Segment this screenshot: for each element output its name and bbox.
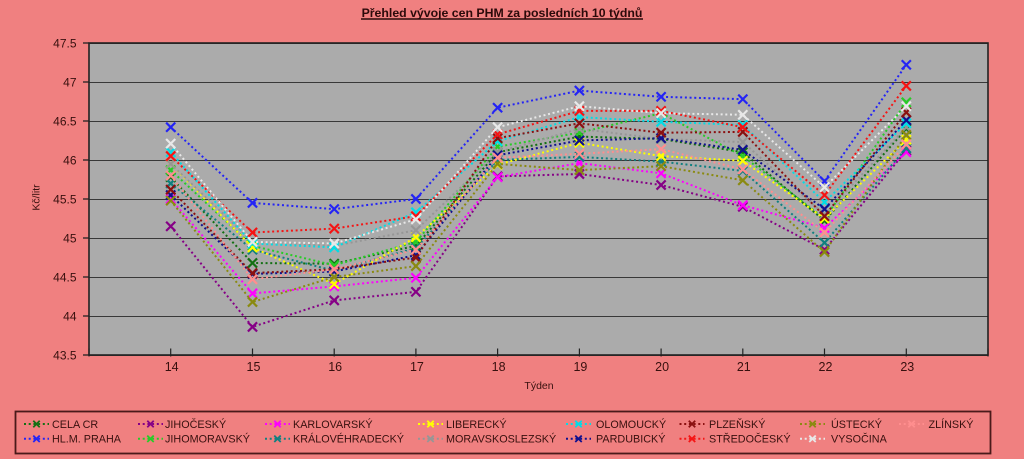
svg-text:17: 17 <box>410 360 424 374</box>
svg-text:PLZEŇSKÝ: PLZEŇSKÝ <box>709 418 765 431</box>
svg-text:KRÁLOVÉHRADECKÝ: KRÁLOVÉHRADECKÝ <box>293 433 404 446</box>
svg-text:Přehled vývoje cen PHM za posl: Přehled vývoje cen PHM za posledních 10 … <box>362 6 643 20</box>
svg-text:20: 20 <box>655 360 669 374</box>
svg-text:ÚSTECKÝ: ÚSTECKÝ <box>831 418 882 431</box>
svg-text:43.5: 43.5 <box>53 348 77 362</box>
svg-text:Kč/litr: Kč/litr <box>31 184 43 211</box>
svg-text:ZLÍNSKÝ: ZLÍNSKÝ <box>929 418 974 431</box>
svg-text:LIBERECKÝ: LIBERECKÝ <box>446 418 507 431</box>
svg-text:47.5: 47.5 <box>53 36 77 50</box>
svg-text:16: 16 <box>328 360 342 374</box>
svg-text:VYSOČINA: VYSOČINA <box>831 433 888 446</box>
svg-text:44: 44 <box>63 309 77 323</box>
svg-text:HL.M. PRAHA: HL.M. PRAHA <box>52 434 122 446</box>
svg-text:45: 45 <box>63 231 77 245</box>
svg-text:46.5: 46.5 <box>53 114 77 128</box>
svg-text:JIHOČESKÝ: JIHOČESKÝ <box>165 418 226 431</box>
svg-text:14: 14 <box>165 360 179 374</box>
svg-text:45.5: 45.5 <box>53 192 77 206</box>
svg-text:MORAVSKOSLEZSKÝ: MORAVSKOSLEZSKÝ <box>446 433 556 446</box>
svg-text:PARDUBICKÝ: PARDUBICKÝ <box>596 433 665 446</box>
svg-text:18: 18 <box>492 360 506 374</box>
svg-text:44.5: 44.5 <box>53 270 77 284</box>
svg-text:22: 22 <box>819 360 833 374</box>
svg-text:STŘEDOČESKÝ: STŘEDOČESKÝ <box>709 433 791 446</box>
svg-text:23: 23 <box>900 360 914 374</box>
svg-text:Týden: Týden <box>524 380 553 392</box>
svg-text:JIHOMORAVSKÝ: JIHOMORAVSKÝ <box>165 433 250 446</box>
svg-text:46: 46 <box>63 153 77 167</box>
svg-text:19: 19 <box>573 360 587 374</box>
svg-text:21: 21 <box>737 360 751 374</box>
svg-text:15: 15 <box>247 360 261 374</box>
svg-text:CELA CR: CELA CR <box>52 419 98 431</box>
svg-text:KARLOVARSKÝ: KARLOVARSKÝ <box>293 418 373 431</box>
svg-text:OLOMOUCKÝ: OLOMOUCKÝ <box>596 418 666 431</box>
svg-text:47: 47 <box>63 75 77 89</box>
